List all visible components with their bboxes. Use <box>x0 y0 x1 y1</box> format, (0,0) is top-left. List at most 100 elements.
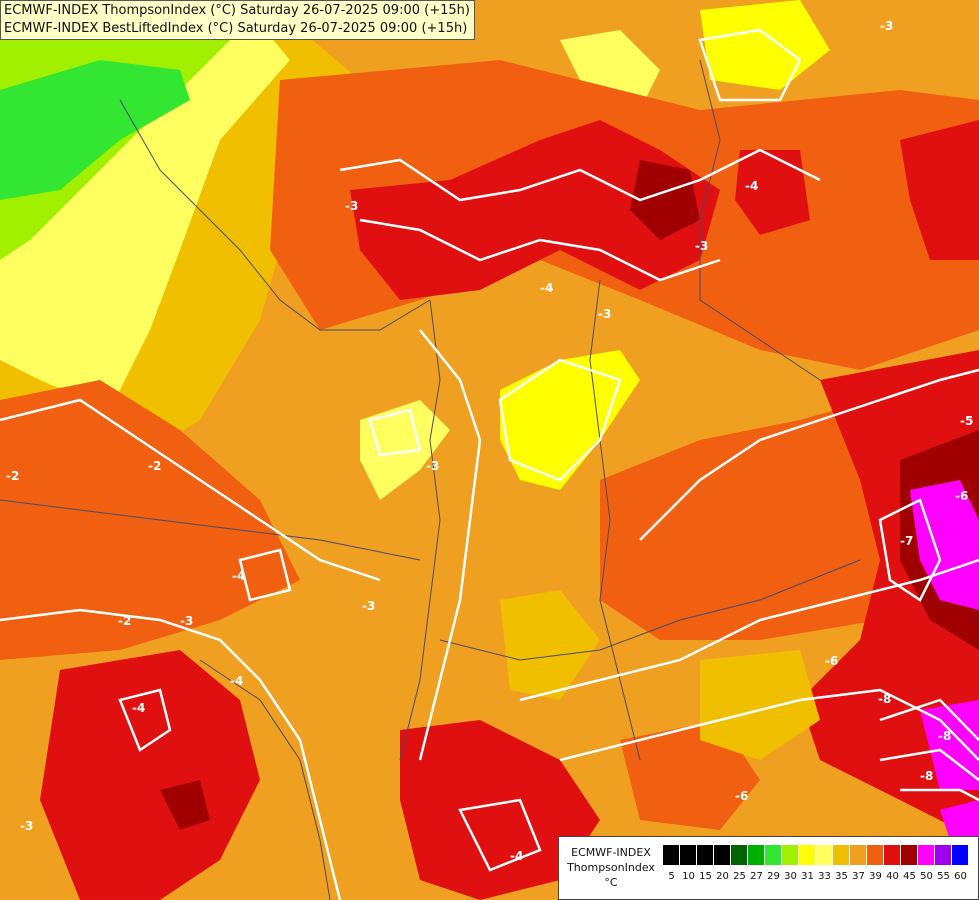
contour-label: -3 <box>880 19 893 33</box>
legend-title-model: ECMWF-INDEX <box>571 846 651 859</box>
contour-label: -8 <box>878 692 891 706</box>
contour-label: -2 <box>118 614 131 628</box>
field-dark-red-north <box>630 160 700 240</box>
contour-label: -4 <box>230 674 243 688</box>
contour-label: -4 <box>540 281 553 295</box>
legend-tick-label: 27 <box>750 871 763 882</box>
legend-swatch <box>901 845 918 865</box>
field-light-orange-s <box>500 590 600 700</box>
country-borders <box>0 59 861 900</box>
legend-title-index: ThompsonIndex <box>567 861 655 874</box>
contour-label: -4 <box>745 179 758 193</box>
contour-label: -8 <box>938 729 951 743</box>
legend-swatch <box>952 845 969 865</box>
contour-label: -7 <box>900 534 913 548</box>
legend-tick-label: 5 <box>668 871 675 882</box>
legend-swatch <box>799 845 816 865</box>
legend-tick-label: 37 <box>852 871 865 882</box>
field-dark-red-sw <box>160 780 210 830</box>
field-red-south <box>400 720 600 900</box>
field-red-sw <box>40 650 260 900</box>
field-green-nw <box>0 60 190 200</box>
contour-label: -2 <box>6 469 19 483</box>
field-red-ne2 <box>900 120 979 260</box>
legend-tick-label: 15 <box>699 871 712 882</box>
contour-label: -4 <box>132 701 145 715</box>
legend-swatch <box>748 845 765 865</box>
legend-swatch <box>918 845 935 865</box>
legend-swatch <box>884 845 901 865</box>
color-legend: ECMWF-INDEX ThompsonIndex °C 5 10 15 20 25 27… <box>558 836 979 900</box>
border-line <box>199 659 331 900</box>
contour-labels: -3 -4 -3 -4 -3 -2 -2 -3 -4 -3 -4 -3 -4 -2 -3 -4 -5 -6 -7 -8… <box>6 19 973 863</box>
border-line <box>399 299 441 761</box>
border-line <box>439 559 861 661</box>
legend-tick-label: 39 <box>869 871 882 882</box>
isoline <box>0 398 381 582</box>
legend-swatch <box>867 845 884 865</box>
isoline <box>238 548 292 602</box>
legend-swatch <box>714 845 731 865</box>
legend-swatch <box>765 845 782 865</box>
map-title-box: ECMWF-INDEX ThompsonIndex (°C) Saturday … <box>0 0 475 40</box>
isoline <box>498 358 622 482</box>
field-magenta-east <box>910 480 979 610</box>
isoline <box>418 329 482 761</box>
isoline <box>559 688 979 762</box>
contour-label: -3 <box>598 307 611 321</box>
isoline <box>698 28 802 102</box>
field-yellow-center-w <box>360 400 450 500</box>
contour-label: -5 <box>960 414 973 428</box>
contour-label: -4 <box>510 849 523 863</box>
isoline <box>878 498 942 602</box>
legend-swatch <box>731 845 748 865</box>
legend-tick-label: 33 <box>818 871 831 882</box>
legend-tick-label: 30 <box>784 871 797 882</box>
legend-tick-label: 10 <box>682 871 695 882</box>
legend-tick-label: 35 <box>835 871 848 882</box>
title-best-lifted-index: ECMWF-INDEX BestLiftedIndex (°C) Saturda… <box>4 21 468 36</box>
legend-swatches <box>663 845 969 865</box>
legend-tick-label: 50 <box>920 871 933 882</box>
isoline <box>368 408 422 457</box>
legend-swatch <box>850 845 867 865</box>
contour-label: -3 <box>180 614 193 628</box>
field-red-ne1 <box>735 150 810 235</box>
legend-swatch <box>782 845 799 865</box>
field-dark-orange-west <box>0 380 300 660</box>
border-line <box>0 499 421 561</box>
contour-label: -8 <box>920 769 933 783</box>
isoline <box>458 798 542 872</box>
isoline <box>118 688 172 752</box>
field-red-north <box>350 120 720 300</box>
contour-label: -4 <box>232 569 245 583</box>
isoline <box>519 558 979 702</box>
contour-label: -3 <box>20 819 33 833</box>
border-line <box>699 59 821 381</box>
legend-tick-label: 40 <box>886 871 899 882</box>
isoline <box>639 368 979 541</box>
legend-title-unit: °C <box>604 876 618 889</box>
legend-tick-label: 25 <box>733 871 746 882</box>
contour-label: -2 <box>148 459 161 473</box>
legend-tick-label: 31 <box>801 871 814 882</box>
legend-tick-label: 55 <box>937 871 950 882</box>
contour-label: -6 <box>735 789 748 803</box>
contour-label: -3 <box>362 599 375 613</box>
legend-tick-label: 20 <box>716 871 729 882</box>
legend-swatch <box>663 845 680 865</box>
border-line <box>119 99 431 331</box>
legend-swatch <box>935 845 952 865</box>
contour-label: -6 <box>955 489 968 503</box>
field-light-orange-se <box>700 650 820 760</box>
isoline <box>359 218 721 282</box>
legend-swatch <box>697 845 714 865</box>
contour-label: -3 <box>426 459 439 473</box>
legend-ticks: 5 10 15 20 25 27 29 30 31 33 35 37 39 40 45 50 55 60 <box>663 871 969 882</box>
border-line <box>589 279 641 761</box>
isoline <box>879 698 979 802</box>
field-yellow-center <box>500 350 640 490</box>
contour-label: -3 <box>345 199 358 213</box>
legend-swatch <box>680 845 697 865</box>
